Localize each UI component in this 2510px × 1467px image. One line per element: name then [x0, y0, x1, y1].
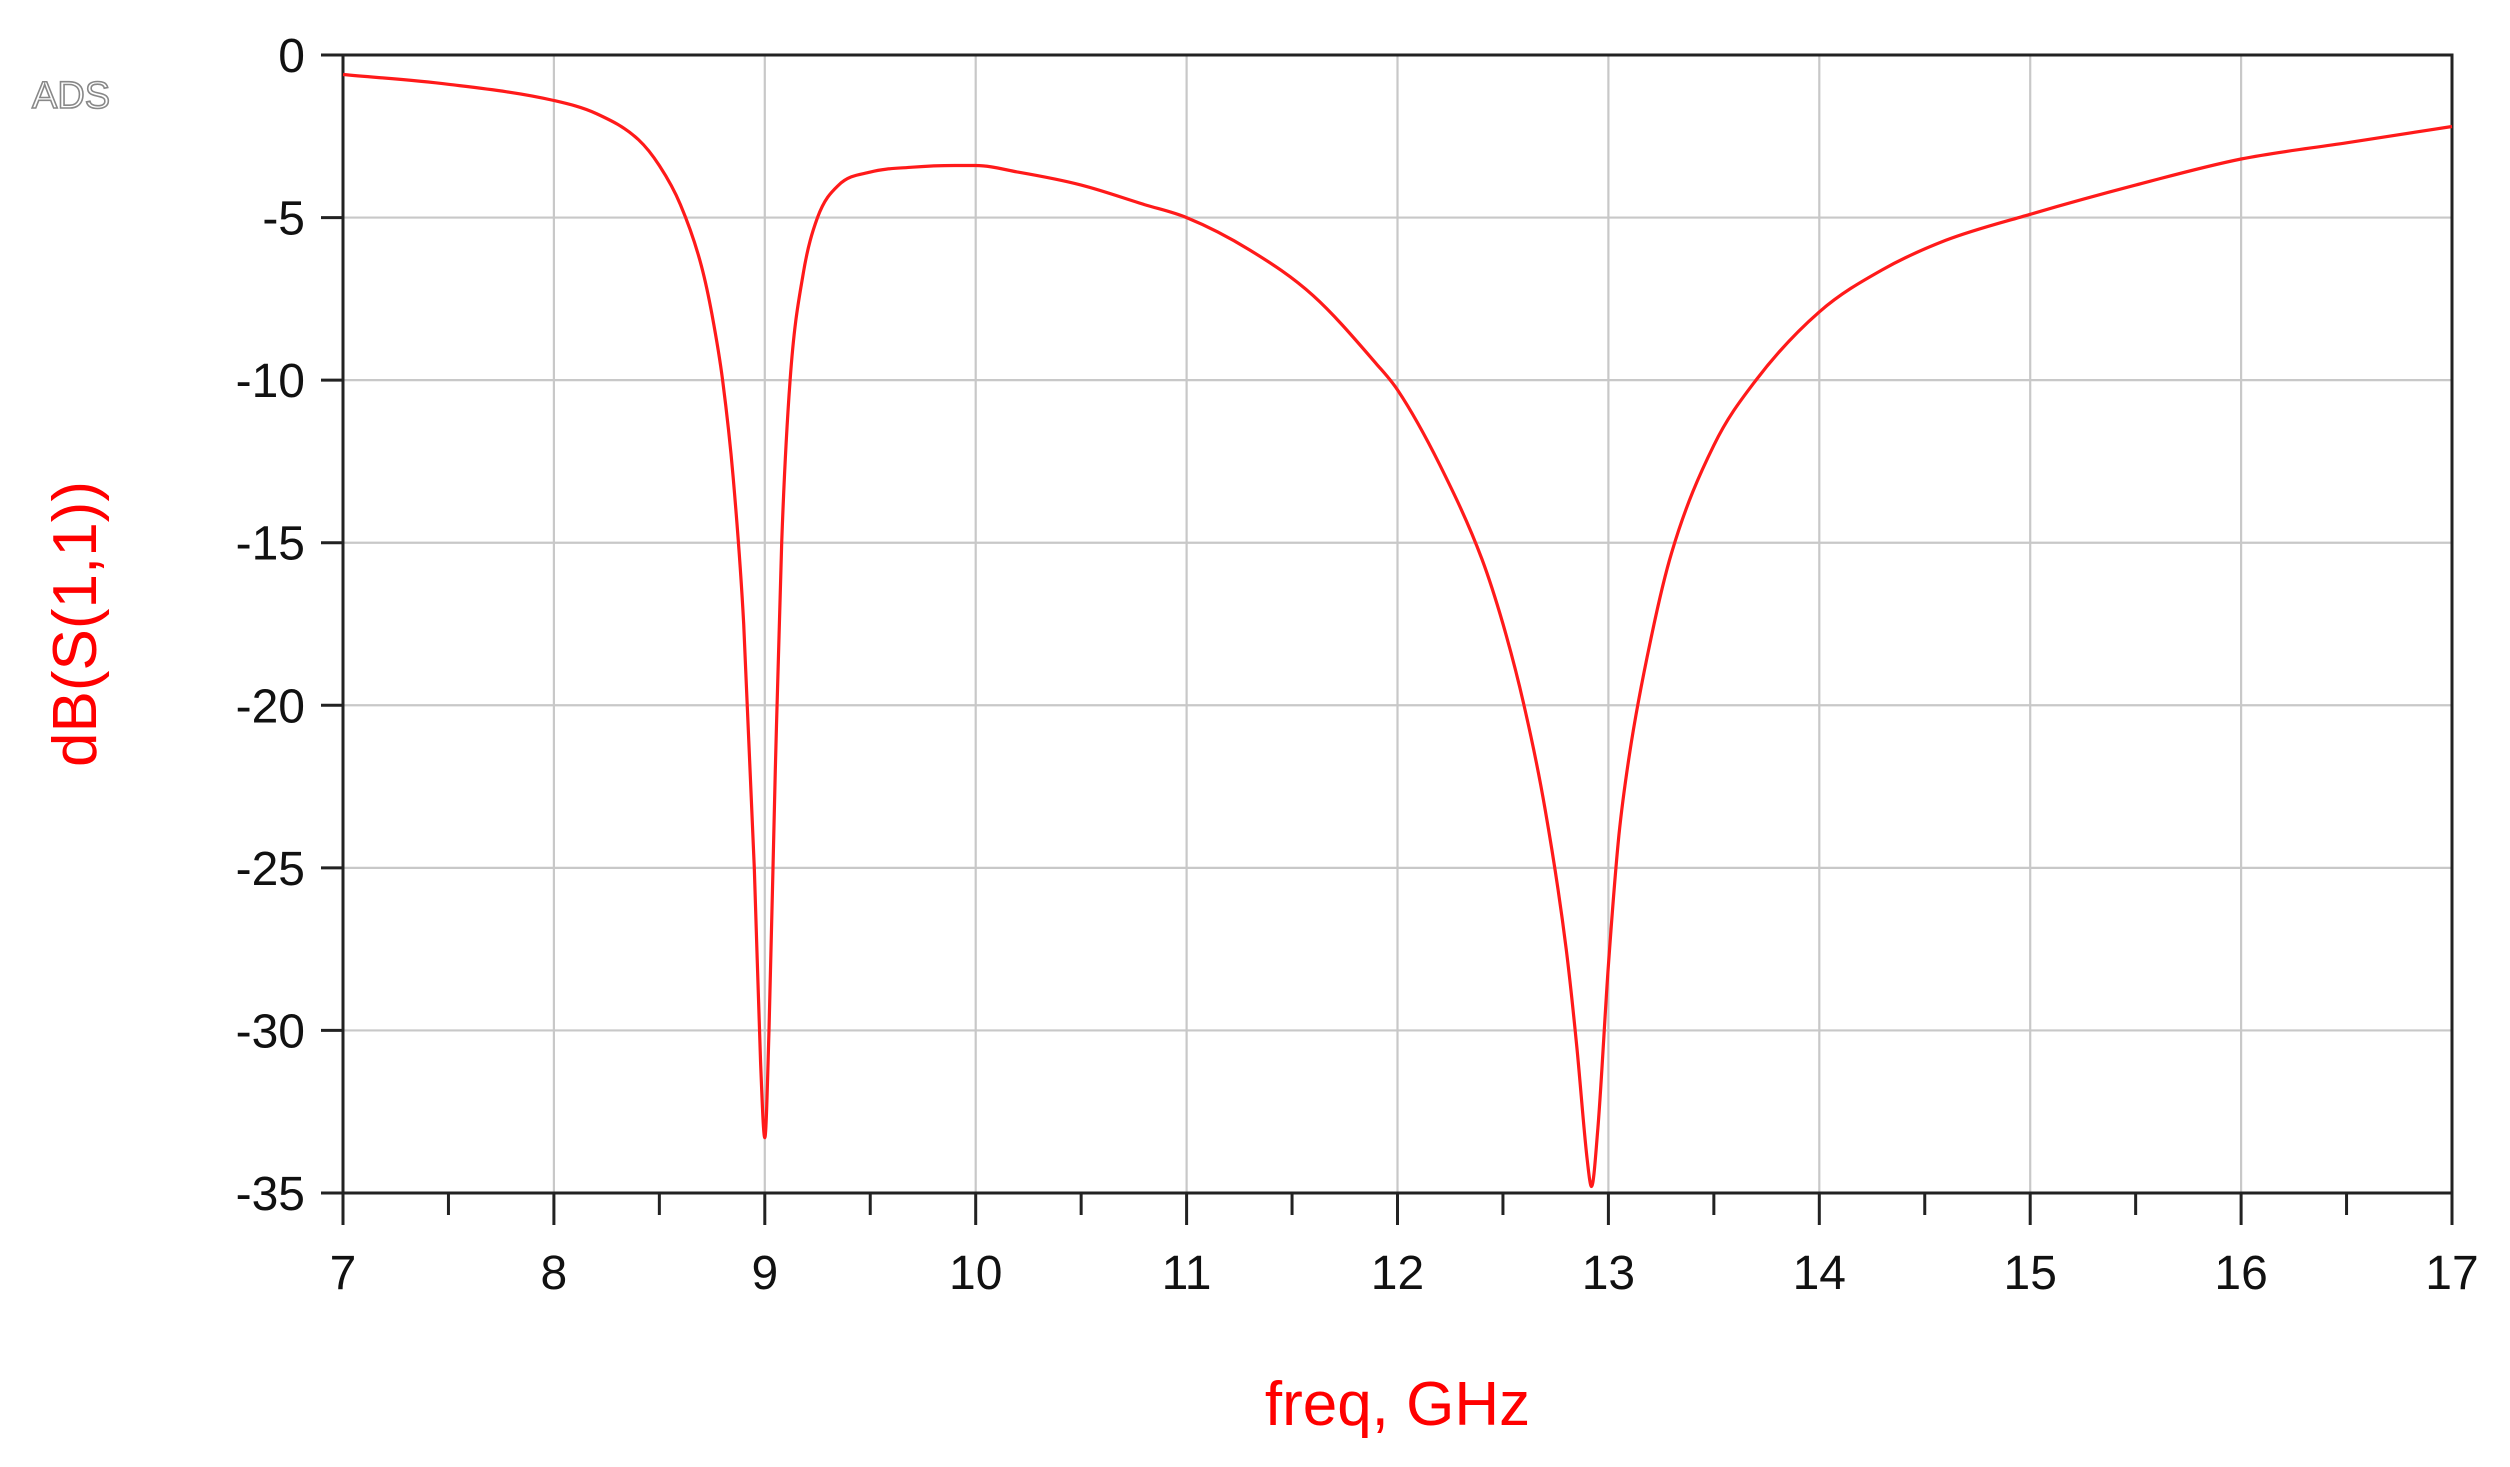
- series-line: [342, 72, 2453, 1189]
- x-tick-label: 15: [2004, 1247, 2057, 1300]
- x-tick-label: 11: [1162, 1247, 1212, 1300]
- y-tick-label: -15: [236, 518, 305, 571]
- x-tick-label: 17: [2425, 1247, 2478, 1300]
- tick-marks: [321, 53, 2454, 1225]
- x-tick-label: 13: [1582, 1247, 1635, 1300]
- x-tick-labels: 7 8 9 10 11 12 13 14 15 16 17: [330, 1247, 2479, 1300]
- x-tick-label: 10: [949, 1247, 1002, 1300]
- y-tick-label: -35: [236, 1168, 305, 1221]
- y-tick-label: -5: [262, 193, 305, 246]
- x-tick-label: 9: [751, 1247, 778, 1300]
- y-tick-label: 0: [278, 30, 305, 83]
- y-tick-label: -30: [236, 1005, 305, 1058]
- y-tick-label: -20: [236, 680, 305, 733]
- y-tick-labels: 0 -5 -10 -15 -20 -25 -30 -35: [236, 30, 305, 1221]
- x-tick-label: 8: [541, 1247, 568, 1300]
- y-tick-label: -25: [236, 843, 305, 896]
- x-tick-label: 7: [330, 1247, 357, 1300]
- grid: [341, 53, 2454, 1195]
- x-axis-label: freq, GHz: [1265, 1370, 1530, 1439]
- x-tick-label: 16: [2214, 1247, 2267, 1300]
- ads-watermark: ADS: [32, 75, 110, 117]
- y-axis-label: dB(S(1,1)): [41, 481, 110, 767]
- y-tick-label: -10: [236, 355, 305, 408]
- x-tick-label: 14: [1793, 1247, 1846, 1300]
- x-tick-label: 12: [1371, 1247, 1424, 1300]
